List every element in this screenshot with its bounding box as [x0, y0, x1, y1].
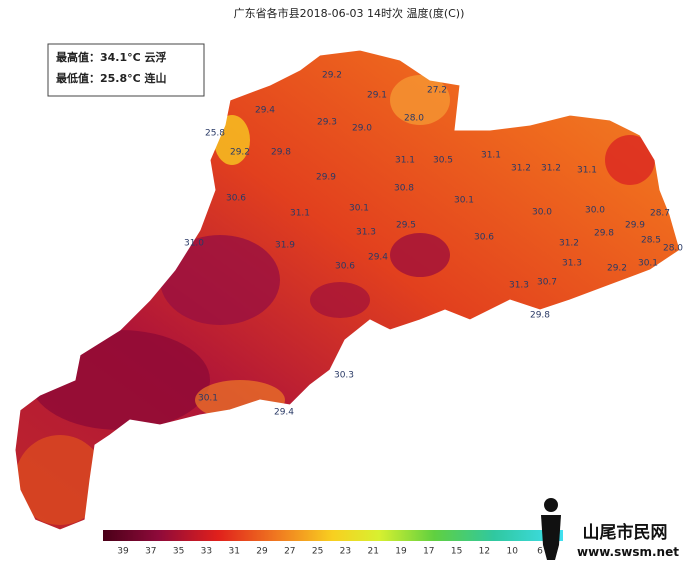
- temperature-label: 29.1: [367, 91, 387, 101]
- scale-tick-label: 10: [506, 547, 518, 557]
- temperature-label: 30.6: [335, 262, 355, 272]
- temperature-label: 31.3: [356, 228, 376, 238]
- color-bar: [103, 530, 563, 541]
- temperature-label: 31.1: [481, 151, 501, 161]
- temperature-label: 31.1: [577, 166, 597, 176]
- temperature-label: 27.2: [427, 86, 447, 96]
- temperature-label: 28.7: [650, 209, 670, 219]
- temperature-label: 29.4: [255, 106, 275, 116]
- scale-tick-label: 25: [312, 547, 323, 557]
- temperature-label: 30.1: [198, 394, 218, 404]
- temperature-label: 29.8: [530, 311, 550, 321]
- temperature-label: 28.0: [663, 244, 683, 254]
- temperature-label: 31.2: [559, 239, 579, 249]
- scale-tick-label: 31: [228, 547, 239, 557]
- temperature-label: 29.4: [274, 408, 294, 418]
- province-map: [15, 50, 680, 530]
- temperature-label: 29.8: [271, 148, 291, 158]
- scale-tick-label: 21: [367, 547, 378, 557]
- temperature-label: 29.3: [317, 118, 337, 128]
- temperature-label: 31.3: [509, 281, 529, 291]
- info-box: [47, 43, 205, 97]
- scale-tick-label: 6: [537, 547, 543, 557]
- temperature-label: 31.9: [275, 241, 295, 251]
- temperature-label: 30.1: [454, 196, 474, 206]
- temperature-label: 30.0: [585, 206, 605, 216]
- scale-tick-label: 33: [201, 547, 212, 557]
- temperature-label: 29.9: [316, 173, 336, 183]
- scale-tick-label: 27: [284, 547, 295, 557]
- temperature-label: 30.1: [349, 204, 369, 214]
- temperature-label: 31.3: [562, 259, 582, 269]
- scale-tick-label: 35: [173, 547, 184, 557]
- temperature-label: 31.2: [511, 164, 531, 174]
- scale-tick-label: 19: [395, 547, 407, 557]
- temperature-label: 29.2: [607, 264, 627, 274]
- temperature-label: 30.5: [433, 156, 453, 166]
- info-line: 最低值：25.8°C 连山: [56, 71, 167, 85]
- watermark-url: www.swsm.net: [577, 545, 679, 559]
- scale-tick-label: 17: [423, 547, 434, 557]
- scale-tick-label: 12: [479, 547, 490, 557]
- temperature-label: 31.1: [290, 209, 310, 219]
- temperature-label: 30.6: [226, 194, 246, 204]
- watermark: 山尾市民网 www.swsm.net: [541, 498, 679, 560]
- temperature-label: 30.8: [394, 184, 414, 194]
- temperature-label: 28.5: [641, 236, 661, 246]
- temperature-label: 30.7: [537, 278, 557, 288]
- temperature-label: 29.2: [230, 148, 250, 158]
- temperature-label: 30.3: [334, 371, 354, 381]
- temperature-label: 31.0: [184, 239, 204, 249]
- temperature-label: 29.5: [396, 221, 416, 231]
- temperature-label: 30.6: [474, 233, 494, 243]
- temperature-label: 30.0: [532, 208, 552, 218]
- scale-tick-label: 15: [451, 547, 462, 557]
- temperature-label: 29.8: [594, 229, 614, 239]
- temperature-label: 31.1: [395, 156, 415, 166]
- scale-tick-label: 37: [145, 547, 156, 557]
- temperature-label: 29.4: [368, 253, 388, 263]
- temperature-label: 31.2: [541, 164, 561, 174]
- title: 广东省各市县2018-06-03 14时次 温度(度(C)): [234, 6, 465, 20]
- temperature-label: 28.0: [404, 114, 424, 124]
- scale-tick-label: 23: [340, 547, 351, 557]
- temperature-label: 30.1: [638, 259, 658, 269]
- temperature-label: 29.9: [625, 221, 645, 231]
- temperature-label: 29.2: [322, 71, 342, 81]
- temperature-label: 25.8: [205, 129, 225, 139]
- info-line: 最高值：34.1°C 云浮: [56, 50, 167, 64]
- scale-tick-label: 29: [256, 547, 268, 557]
- scale-tick-label: 39: [117, 547, 129, 557]
- temperature-label: 29.0: [352, 124, 372, 134]
- watermark-name: 山尾市民网: [583, 522, 668, 543]
